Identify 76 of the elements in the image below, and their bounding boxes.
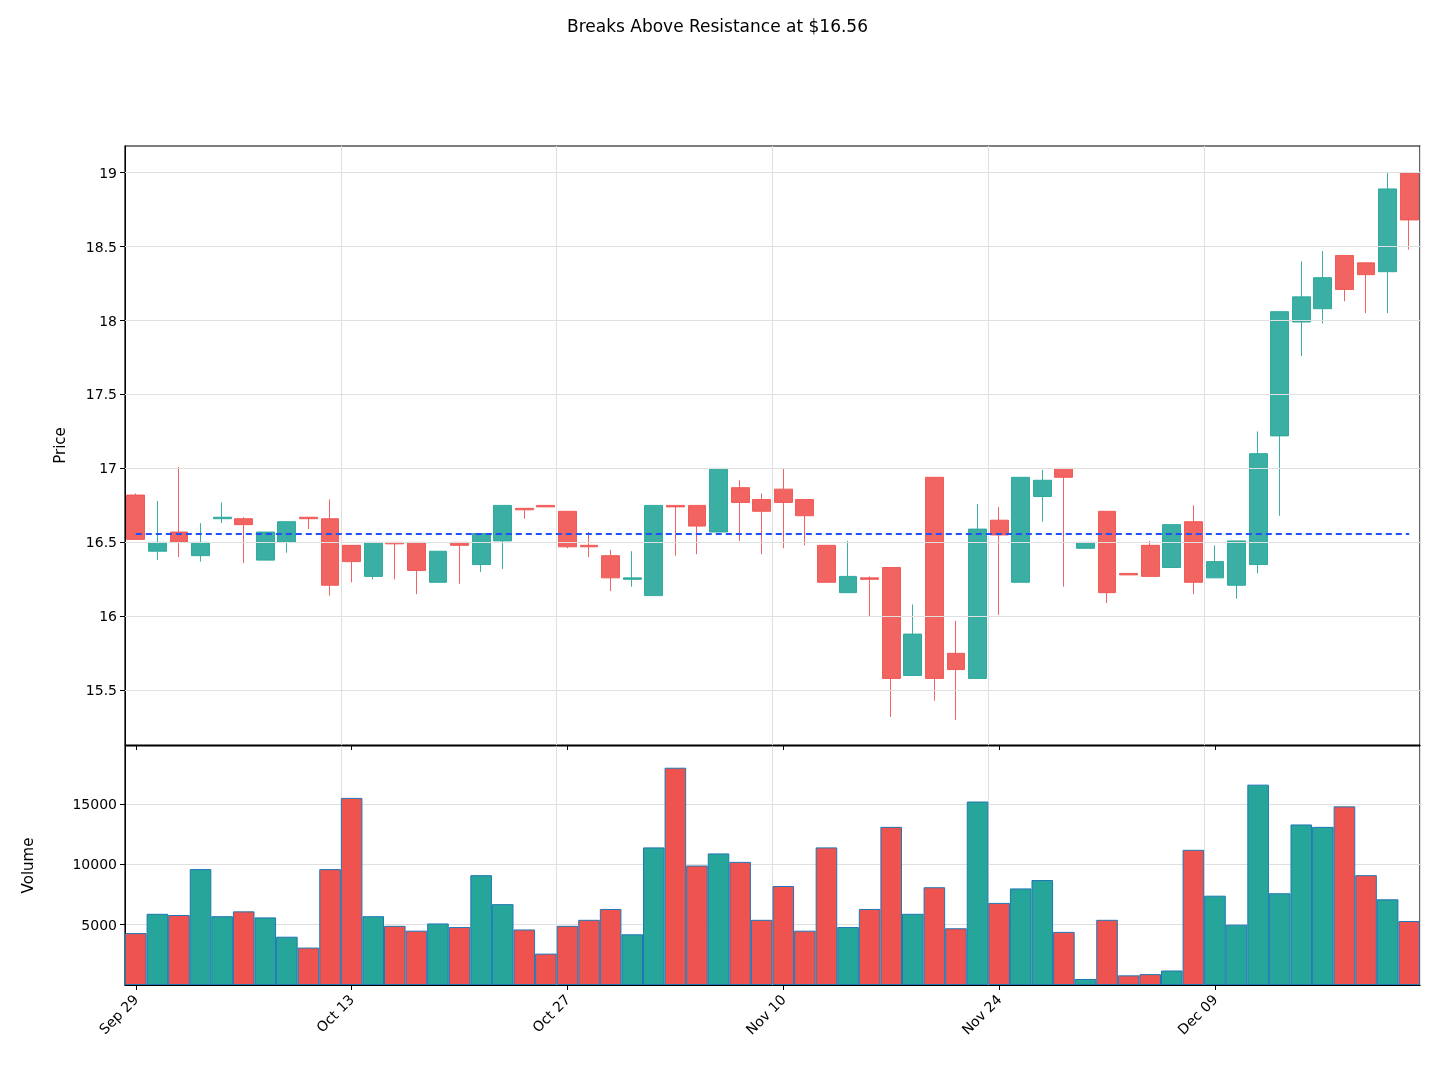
y-tick-label: 18 — [99, 312, 117, 329]
candlestick — [1162, 524, 1181, 569]
candlestick — [882, 567, 901, 718]
candlestick — [1357, 262, 1375, 314]
candlestick — [1313, 250, 1332, 324]
candlestick — [839, 540, 857, 594]
candlestick — [1335, 254, 1354, 302]
y-tick-label: 10000 — [72, 856, 117, 873]
candlestick — [256, 531, 275, 561]
candlestick — [623, 550, 642, 588]
candlestick — [191, 522, 210, 563]
candlestick — [1270, 311, 1289, 517]
x-tick-label: Oct 27 — [528, 991, 574, 1036]
candlestick — [536, 504, 555, 508]
candlestick — [1292, 260, 1311, 357]
candlestick — [731, 479, 750, 542]
candlestick — [170, 466, 188, 558]
candlestick — [1227, 540, 1246, 600]
candlestick — [644, 504, 663, 597]
y-tick-label: 17.5 — [85, 386, 117, 403]
candlestick — [774, 467, 793, 549]
candlestick — [342, 544, 361, 583]
x-tick-label: Dec 09 — [1174, 991, 1221, 1038]
candlestick — [1141, 540, 1160, 577]
candlestick — [817, 544, 836, 583]
candlestick — [493, 504, 512, 570]
candlestick — [795, 498, 814, 546]
y-tick-label: 5000 — [81, 916, 117, 933]
candlestick — [234, 516, 253, 564]
candlestick — [277, 521, 296, 554]
candlestick — [666, 504, 685, 557]
candlestick — [1054, 467, 1073, 588]
candlestick — [580, 531, 598, 558]
candlestick — [1098, 510, 1116, 604]
y-axis-title: Price — [50, 427, 69, 464]
candlestick — [968, 503, 987, 679]
candlestick — [429, 550, 447, 583]
candlestick — [1206, 544, 1224, 579]
y-tick-label: 16 — [99, 608, 118, 625]
candlestick — [472, 533, 491, 573]
candlestick — [450, 541, 469, 585]
candlestick — [299, 516, 318, 530]
y-tick-label: 19 — [99, 164, 117, 181]
candlestick — [860, 575, 879, 617]
candlestick — [947, 620, 965, 721]
candlestick — [1400, 172, 1419, 251]
candlestick — [709, 467, 728, 533]
candlestick — [515, 507, 534, 520]
chart-title: Breaks Above Resistance at $16.56 — [567, 15, 868, 36]
x-tick-label: Sep 29 — [95, 991, 142, 1038]
candlestick — [1184, 504, 1203, 595]
candlestick — [1378, 172, 1397, 314]
candlestick — [364, 541, 383, 580]
candlestick — [385, 541, 404, 580]
candlestick — [213, 501, 232, 524]
y-tick-label: 15000 — [72, 795, 117, 812]
candlestick — [321, 498, 339, 597]
candlestick — [407, 541, 426, 595]
candlestick — [1011, 476, 1030, 583]
y-axis-title: Volume — [18, 837, 37, 894]
candlestick — [1249, 430, 1268, 574]
x-tick-label: Oct 13 — [313, 991, 358, 1036]
candlestick — [925, 476, 944, 702]
candlestick — [1033, 469, 1052, 523]
candlestick — [1119, 572, 1138, 576]
y-tick-label: 18.5 — [85, 238, 117, 255]
candlestick — [990, 506, 1009, 616]
candlestick — [601, 549, 620, 592]
y-tick-label: 15.5 — [85, 682, 117, 699]
candlestick — [903, 603, 922, 676]
y-tick-label: 16.5 — [85, 534, 117, 551]
candlestick — [752, 493, 771, 555]
candlestick — [558, 510, 577, 549]
candlestick — [148, 500, 167, 561]
y-tick-label: 17 — [99, 460, 117, 477]
candlestick — [688, 504, 706, 555]
